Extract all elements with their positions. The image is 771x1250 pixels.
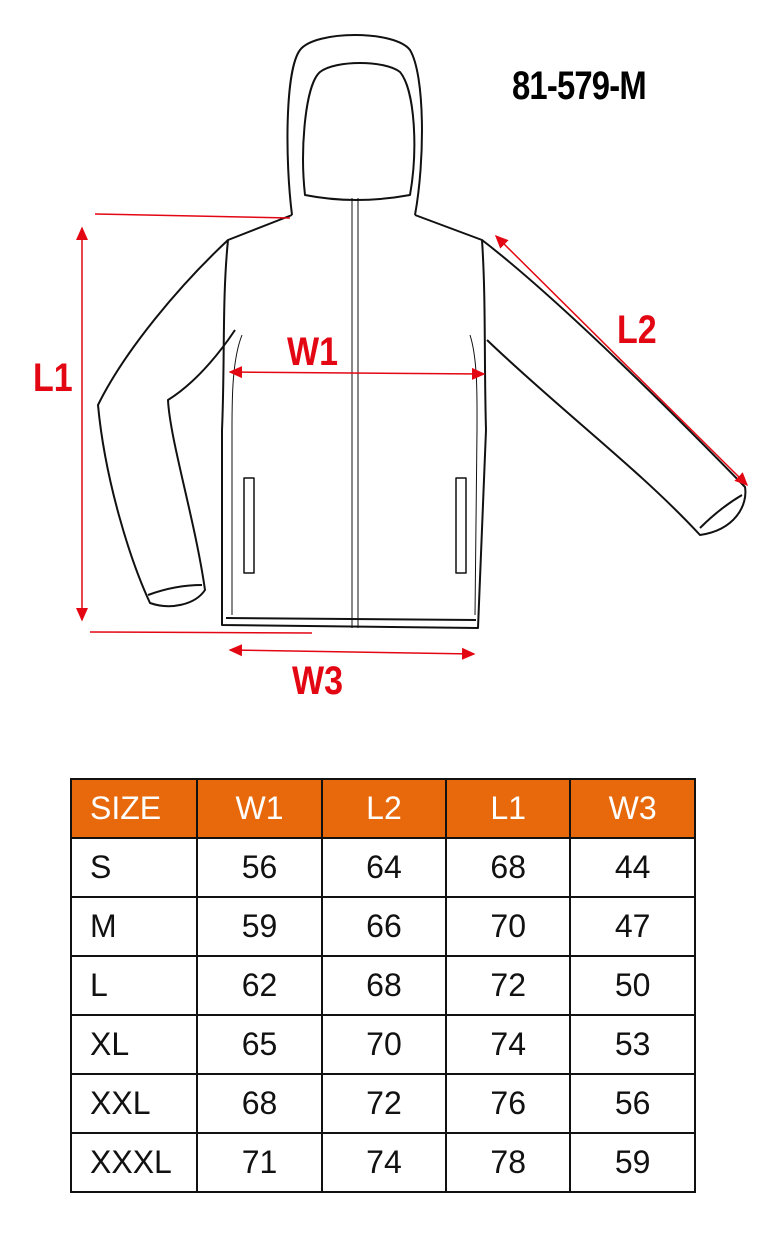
table-row: XL 65 70 74 53	[69, 1014, 696, 1075]
size-table: SIZE W1 L2 L1 W3 S 56 64 68 44 M 59 66 70 47 L 62 68…	[69, 778, 696, 1193]
header-size: SIZE	[69, 778, 199, 839]
size-cell: M	[69, 896, 199, 957]
value-cell: 64	[320, 837, 448, 898]
label-w3: W3	[292, 659, 343, 703]
label-l2: L2	[617, 308, 657, 352]
value-cell: 65	[196, 1014, 323, 1075]
hood-opening	[302, 62, 416, 201]
left-sleeve	[97, 239, 236, 608]
l1-bottom-guide	[89, 631, 313, 634]
hem	[225, 617, 477, 621]
size-cell: XL	[69, 1014, 199, 1075]
l2-arrow	[494, 234, 749, 487]
zipper	[351, 198, 359, 628]
value-cell: 62	[196, 955, 323, 1016]
value-cell: 56	[196, 837, 323, 898]
measurement-arrows	[76, 213, 749, 660]
header-l1: L1	[445, 778, 572, 839]
value-cell: 68	[320, 955, 448, 1016]
value-cell: 74	[445, 1014, 572, 1075]
table-row: L 62 68 72 50	[69, 955, 696, 1016]
value-cell: 74	[320, 1132, 448, 1193]
left-cuff	[147, 584, 203, 596]
right-pocket	[455, 477, 467, 574]
right-cuff	[699, 494, 743, 529]
value-cell: 47	[569, 896, 696, 957]
value-cell: 70	[320, 1014, 448, 1075]
table-row: XXL 68 72 76 56	[69, 1073, 696, 1134]
body	[221, 214, 487, 629]
header-w1: W1	[196, 778, 323, 839]
size-cell: XXXL	[69, 1132, 199, 1193]
w3-arrow	[228, 644, 476, 660]
size-cell: S	[69, 837, 199, 898]
value-cell: 66	[320, 896, 448, 957]
header-l2: L2	[320, 778, 448, 839]
header-w3: W3	[569, 778, 696, 839]
value-cell: 68	[196, 1073, 323, 1134]
table-row: S 56 64 68 44	[69, 837, 696, 898]
size-cell: L	[69, 955, 199, 1016]
value-cell: 50	[569, 955, 696, 1016]
label-w1: W1	[287, 330, 338, 374]
value-cell: 71	[196, 1132, 323, 1193]
value-cell: 72	[320, 1073, 448, 1134]
table-row: XXXL 71 74 78 59	[69, 1132, 696, 1193]
value-cell: 68	[445, 837, 572, 898]
size-cell: XXL	[69, 1073, 199, 1134]
hood	[286, 34, 423, 216]
value-cell: 78	[445, 1132, 572, 1193]
value-cell: 44	[569, 837, 696, 898]
value-cell: 70	[445, 896, 572, 957]
table-row: M 59 66 70 47	[69, 896, 696, 957]
value-cell: 76	[445, 1073, 572, 1134]
l1-top-guide	[94, 213, 291, 219]
table-header-row: SIZE W1 L2 L1 W3	[69, 778, 696, 839]
value-cell: 59	[196, 896, 323, 957]
side-seams	[231, 334, 478, 616]
left-pocket	[243, 477, 255, 574]
w1-arrow	[228, 366, 486, 380]
value-cell: 72	[445, 955, 572, 1016]
product-code: 81-579-M	[512, 64, 647, 108]
jacket-diagram	[76, 34, 749, 660]
value-cell: 53	[569, 1014, 696, 1075]
value-cell: 59	[569, 1132, 696, 1193]
value-cell: 56	[569, 1073, 696, 1134]
right-sleeve	[481, 239, 747, 536]
label-l1: L1	[33, 356, 73, 400]
